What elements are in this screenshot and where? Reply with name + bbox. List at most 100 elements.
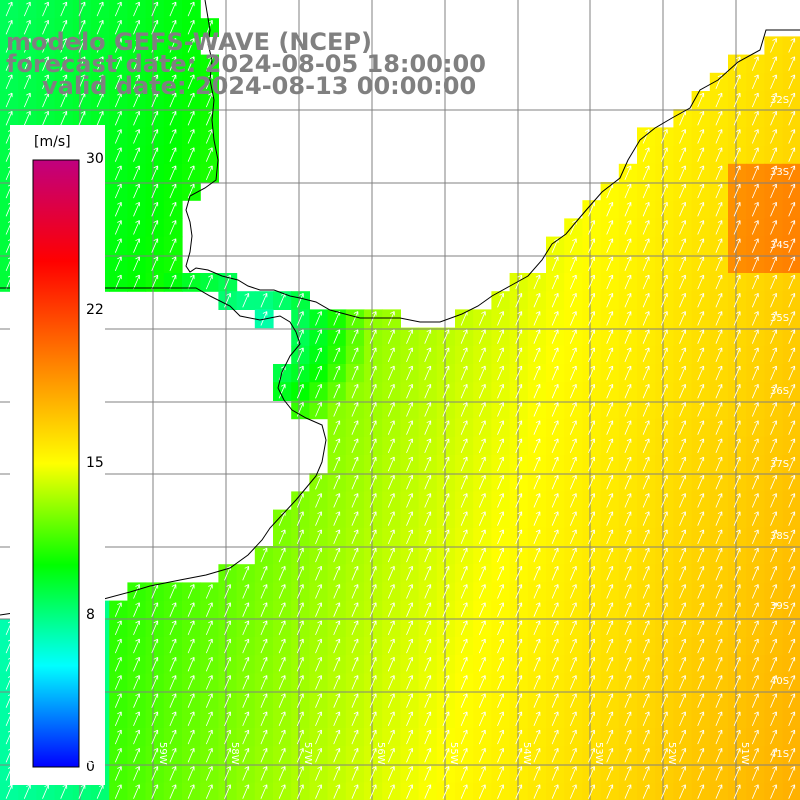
wind-arrow: [260, 547, 268, 563]
wind-arrow: [296, 547, 304, 563]
lat-label: 36S: [770, 386, 790, 397]
wind-arrow: [642, 456, 650, 472]
wind-arrow: [387, 638, 395, 654]
wind-arrow: [588, 620, 595, 636]
wind-arrow: [260, 675, 268, 690]
wind-arrow: [606, 675, 614, 690]
wind-arrow: [187, 638, 195, 654]
wind-arrow: [679, 529, 686, 545]
wind-arrow: [624, 747, 632, 763]
wind-arrow: [751, 547, 759, 563]
wind-arrow: [169, 19, 177, 35]
colorbar-tick-30: 30: [86, 151, 104, 167]
wind-arrow: [114, 74, 122, 90]
wind-arrow: [424, 456, 432, 472]
wind-arrow: [533, 474, 541, 490]
wind-arrow: [642, 256, 650, 272]
wind-arrow: [406, 729, 413, 745]
colorbar-tick-8: 8: [86, 607, 95, 623]
wind-arrow: [788, 38, 796, 53]
wind-arrow: [406, 383, 413, 399]
wind-arrow: [460, 420, 468, 435]
wind-arrow: [406, 456, 413, 472]
wind-arrow: [788, 729, 796, 745]
wind-arrow: [114, 602, 122, 617]
wind-arrow: [497, 747, 504, 763]
wind-arrow: [515, 383, 523, 399]
wind-arrow: [606, 711, 614, 727]
wind-arrow: [151, 1, 159, 17]
wind-arrow: [406, 565, 413, 581]
wind-arrow: [296, 729, 304, 745]
wind-arrow: [133, 747, 140, 763]
wind-arrow: [533, 420, 541, 435]
wind-arrow: [660, 511, 668, 526]
wind-arrow: [351, 474, 359, 490]
forecast-date: forecast date: 2024-08-05 18:00:00: [6, 50, 486, 78]
wind-arrow: [679, 383, 686, 399]
wind-arrow: [733, 201, 741, 217]
wind-arrow: [224, 584, 231, 599]
wind-arrow: [642, 329, 650, 344]
wind-arrow: [788, 584, 796, 599]
wind-arrow: [296, 675, 304, 690]
wind-arrow: [679, 493, 686, 508]
wind-arrow: [315, 675, 322, 690]
wind-arrow: [187, 747, 195, 763]
wind-arrows: [5, 1, 796, 799]
wind-arrow: [679, 693, 686, 708]
wind-arrow: [478, 638, 486, 654]
wind-arrow: [478, 383, 486, 399]
wind-arrow: [569, 547, 577, 563]
wind-arrow: [497, 329, 504, 344]
wind-arrow: [333, 766, 341, 781]
wind-arrow: [697, 238, 705, 253]
wind-arrow: [515, 656, 523, 672]
wind-arrow: [260, 693, 268, 708]
wind-arrow: [679, 438, 686, 454]
wind-arrow: [187, 656, 195, 672]
wind-arrow: [788, 529, 796, 545]
wind-arrow: [551, 602, 559, 617]
wind-arrow: [114, 56, 122, 71]
wind-arrow: [369, 529, 377, 545]
wind-arrow: [278, 656, 286, 672]
wind-arrow: [533, 747, 541, 763]
wind-arrow: [151, 147, 159, 162]
wind-arrow: [515, 292, 523, 308]
wind-arrow: [260, 711, 268, 727]
wind-arrow: [515, 420, 523, 435]
wind-arrow: [588, 638, 595, 654]
wind-arrow: [679, 675, 686, 690]
wind-arrow: [406, 602, 413, 617]
wind-arrow: [551, 420, 559, 435]
wind-arrow: [497, 693, 504, 708]
wind-arrow: [533, 511, 541, 526]
wind-arrow: [478, 329, 486, 344]
wind-arrow: [296, 329, 304, 344]
wind-arrow: [333, 383, 341, 399]
wind-arrow: [606, 402, 614, 417]
wind-arrow: [770, 56, 777, 71]
wind-arrow: [606, 620, 614, 636]
wind-arrow: [697, 638, 705, 654]
wind-arrow: [751, 292, 759, 308]
wind-arrow: [679, 365, 686, 381]
wind-arrow: [588, 420, 595, 435]
wind-arrow: [151, 620, 159, 636]
wind-arrow: [588, 402, 595, 417]
wind-arrow: [5, 74, 13, 90]
wind-arrow: [569, 511, 577, 526]
wind-arrow: [551, 329, 559, 344]
wind-arrow: [169, 201, 177, 217]
wind-arrow: [133, 201, 140, 217]
wind-arrow: [60, 110, 68, 126]
wind-arrow: [315, 711, 322, 727]
wind-arrow: [23, 92, 31, 108]
wind-arrow: [296, 347, 304, 363]
wind-arrow: [333, 602, 341, 617]
wind-arrow: [296, 311, 304, 326]
wind-arrow: [733, 474, 741, 490]
wind-arrow: [42, 784, 49, 799]
wind-arrow: [315, 729, 322, 745]
